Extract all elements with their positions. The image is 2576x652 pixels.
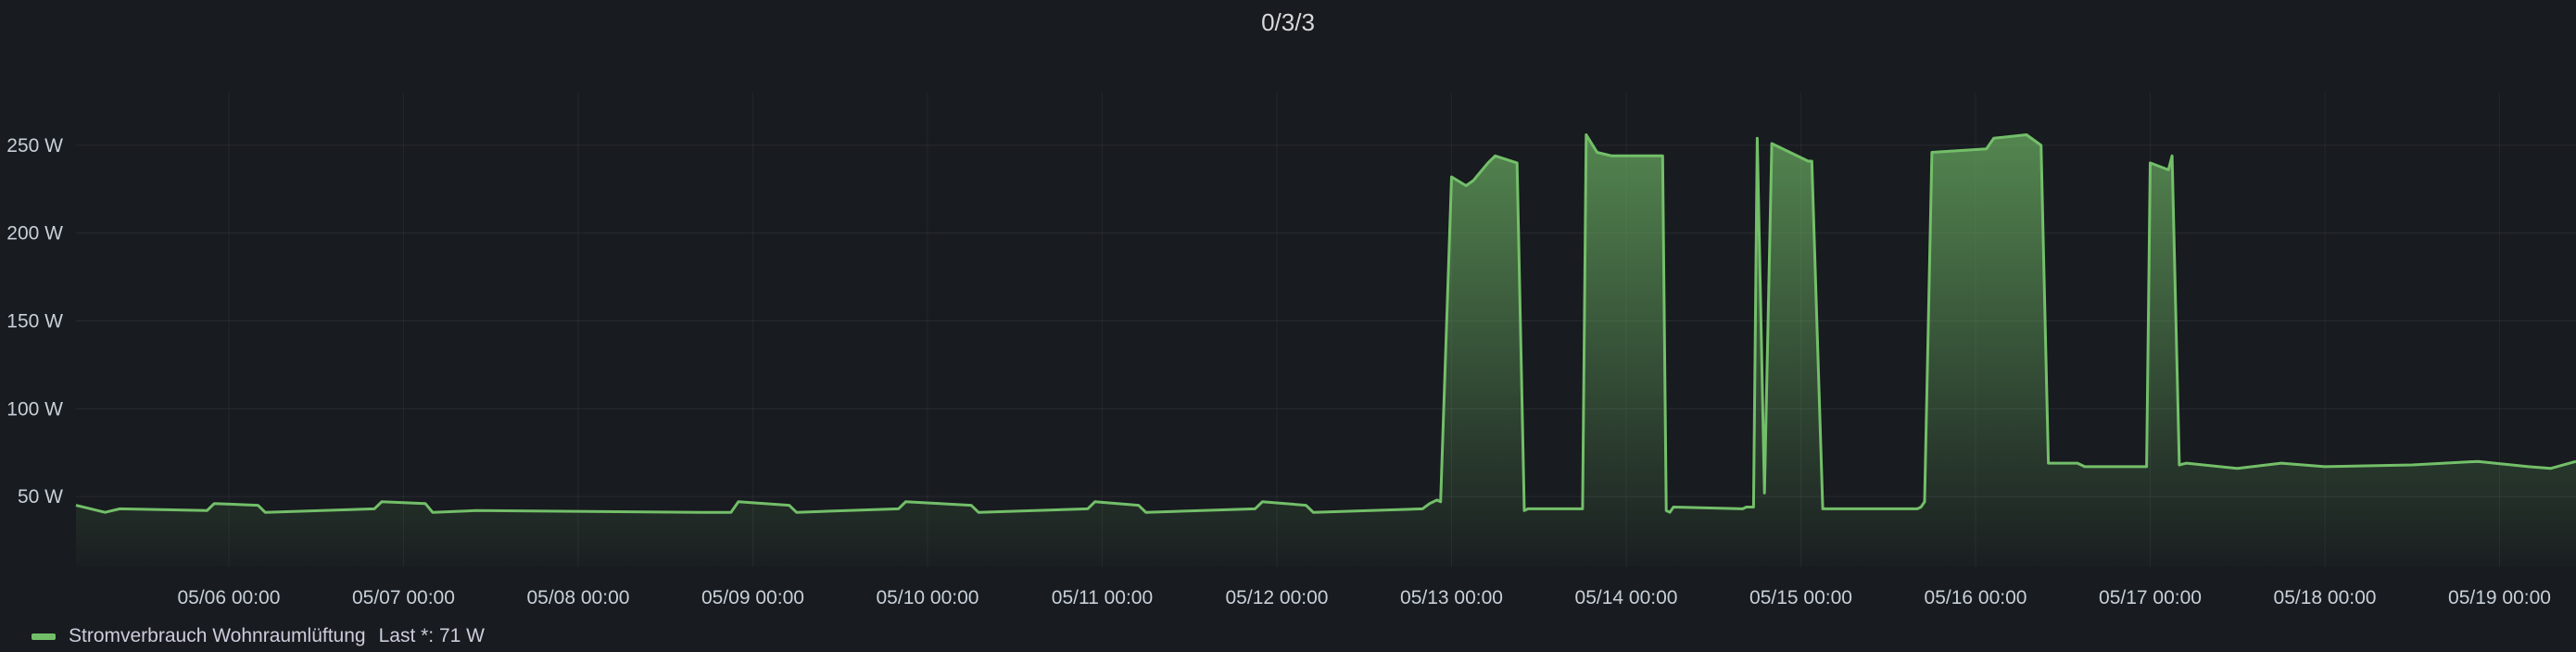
x-tick-label: 05/13 00:00	[1400, 587, 1503, 608]
y-axis: 50 W 100 W 150 W 200 W 250 W	[6, 135, 63, 508]
x-tick-label: 05/15 00:00	[1749, 587, 1852, 608]
legend[interactable]: Stromverbrauch Wohnraumlüftung Last *: 7…	[32, 622, 485, 650]
legend-swatch	[32, 633, 56, 640]
y-tick-label: 200 W	[6, 223, 63, 244]
x-tick-label: 05/10 00:00	[877, 587, 979, 608]
x-tick-label: 05/12 00:00	[1226, 587, 1329, 608]
x-tick-label: 05/09 00:00	[701, 587, 804, 608]
x-tick-label: 05/17 00:00	[2099, 587, 2202, 608]
y-tick-label: 50 W	[18, 486, 63, 508]
series-group	[75, 133, 2576, 567]
x-tick-label: 05/19 00:00	[2448, 587, 2551, 608]
panel-title: 0/3/3	[1261, 8, 1315, 36]
y-tick-label: 250 W	[6, 135, 63, 157]
x-tick-label: 05/06 00:00	[177, 587, 280, 608]
x-tick-label: 05/11 00:00	[1052, 587, 1153, 608]
y-tick-label: 150 W	[6, 311, 63, 332]
legend-series-name[interactable]: Stromverbrauch Wohnraumlüftung	[69, 625, 366, 646]
x-tick-label: 05/18 00:00	[2274, 587, 2377, 608]
x-tick-label: 05/07 00:00	[352, 587, 455, 608]
x-axis: 05/06 00:00 05/07 00:00 05/08 00:00 05/09 0…	[177, 587, 2551, 608]
y-tick-label: 100 W	[6, 398, 63, 420]
series-line[interactable]	[75, 133, 2576, 514]
x-tick-label: 05/08 00:00	[526, 587, 629, 608]
legend-last-value: Last *: 71 W	[378, 625, 485, 646]
x-tick-label: 05/14 00:00	[1575, 587, 1678, 608]
series-area	[76, 134, 2576, 567]
x-tick-label: 05/16 00:00	[1925, 587, 2027, 608]
